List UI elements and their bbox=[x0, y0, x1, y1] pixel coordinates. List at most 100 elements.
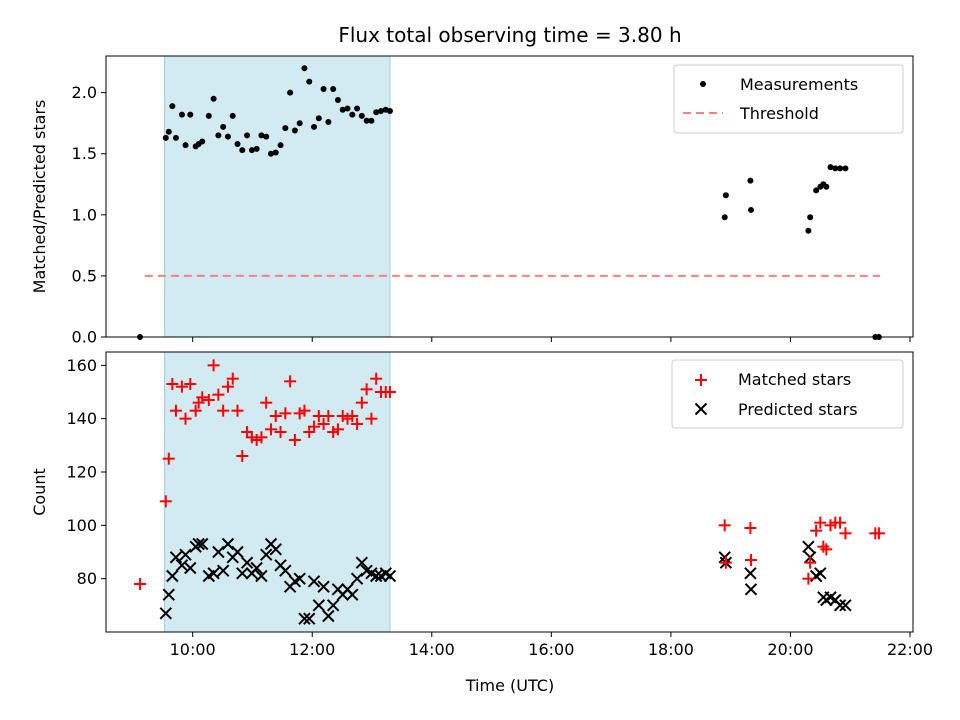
measurement-point bbox=[162, 134, 169, 141]
matched-stars-marker bbox=[804, 556, 817, 569]
matched-stars-marker bbox=[231, 404, 244, 417]
cross-b bbox=[718, 551, 731, 564]
matched-stars-marker bbox=[317, 418, 330, 430]
cross-b bbox=[839, 599, 852, 612]
matched-stars-marker bbox=[322, 410, 335, 422]
matched-stars-marker bbox=[255, 431, 268, 444]
measurement-point bbox=[842, 165, 849, 172]
matched-stars-marker bbox=[365, 412, 378, 425]
matched-stars-marker bbox=[166, 378, 179, 390]
cross-b bbox=[269, 543, 282, 556]
predicted-stars-marker bbox=[326, 599, 340, 612]
x-tick-label: 12:00 bbox=[289, 640, 335, 659]
cross-b bbox=[360, 564, 373, 577]
cross-b bbox=[169, 551, 183, 564]
cross-b bbox=[317, 580, 330, 593]
cross-b bbox=[293, 572, 306, 585]
x-tick-label: 16:00 bbox=[528, 640, 574, 659]
cross-b bbox=[322, 609, 335, 623]
measurement-point bbox=[282, 125, 289, 132]
cross-b bbox=[179, 548, 192, 561]
y-tick-label: 160 bbox=[66, 356, 97, 375]
cross-b bbox=[184, 561, 197, 575]
y-tick-label: 1.0 bbox=[72, 205, 97, 224]
cross-b bbox=[383, 569, 397, 583]
top-panel: 0.0 0.5 1.0 1.5 2.0 Matched/Predicted stars Me… bbox=[30, 55, 914, 347]
matched-stars-marker bbox=[221, 380, 234, 393]
cross-b bbox=[744, 583, 758, 596]
measurement-point bbox=[334, 96, 341, 103]
measurement-point bbox=[199, 138, 206, 145]
predicted-stars-marker bbox=[317, 580, 330, 593]
measurement-point bbox=[301, 65, 308, 72]
axes-frame bbox=[105, 351, 914, 633]
cross-b bbox=[355, 556, 369, 569]
predicted-stars-marker bbox=[231, 545, 244, 559]
matched-stars-marker bbox=[184, 378, 197, 390]
predicted-stars-marker bbox=[255, 569, 268, 583]
matched-stars-marker bbox=[217, 404, 230, 417]
cross-b bbox=[162, 588, 175, 601]
cross-b bbox=[379, 567, 392, 580]
measurement-point bbox=[272, 149, 279, 156]
cross-b bbox=[166, 569, 179, 583]
matched-stars-marker bbox=[370, 372, 383, 385]
x-tick-label: 10:00 bbox=[170, 640, 216, 659]
measurement-point bbox=[315, 115, 322, 122]
matched-stars-marker bbox=[718, 519, 731, 532]
axes-frame bbox=[105, 55, 914, 338]
measurement-point bbox=[172, 134, 179, 141]
measurement-point bbox=[805, 227, 812, 234]
measurement-point bbox=[248, 147, 255, 154]
matched-stars-marker bbox=[834, 516, 847, 529]
measurement-point bbox=[169, 103, 176, 110]
matched-stars-marker bbox=[331, 423, 344, 436]
matched-stars-marker bbox=[175, 380, 188, 393]
measurement-point bbox=[229, 112, 236, 119]
matched-stars-marker bbox=[298, 404, 311, 417]
measurement-point bbox=[320, 85, 327, 92]
predicted-stars-marker bbox=[279, 564, 292, 577]
matched-stars-marker bbox=[744, 522, 757, 534]
predicted-stars-marker bbox=[221, 537, 235, 551]
measurement-point bbox=[296, 120, 303, 127]
matched-stars-marker bbox=[274, 426, 287, 438]
cross-b bbox=[212, 545, 225, 559]
matched-stars-marker bbox=[355, 396, 368, 409]
predicted-stars-marker bbox=[346, 588, 359, 601]
predicted-stars-marker bbox=[298, 612, 311, 625]
cross-b bbox=[833, 599, 847, 612]
cross-b bbox=[824, 591, 837, 604]
matched-stars-marker bbox=[179, 412, 192, 425]
measurement-point bbox=[722, 192, 729, 199]
predicted-stars-marker bbox=[250, 561, 263, 575]
measurement-point bbox=[178, 111, 185, 118]
matched-stars-marker bbox=[212, 388, 225, 401]
legend-matched-label: Matched stars bbox=[738, 370, 851, 389]
matched-stars-marker bbox=[360, 383, 373, 396]
y-tick-label: 0.5 bbox=[72, 266, 97, 285]
matched-stars-marker bbox=[284, 375, 297, 388]
measurement-point bbox=[165, 128, 172, 135]
cross-b bbox=[240, 556, 254, 569]
matched-stars-marker bbox=[279, 407, 292, 420]
measurement-point bbox=[349, 111, 356, 118]
predicted-stars-marker bbox=[833, 599, 847, 612]
predicted-stars-marker bbox=[207, 567, 220, 580]
x-tick-label: 14:00 bbox=[409, 640, 455, 659]
matched-stars-marker bbox=[162, 452, 175, 465]
predicted-stars-marker bbox=[814, 567, 827, 580]
matched-stars-marker bbox=[260, 396, 273, 409]
matched-stars-marker bbox=[264, 423, 277, 436]
cross-b bbox=[192, 537, 205, 551]
matched-stars-marker bbox=[207, 359, 220, 372]
predicted-stars-marker bbox=[694, 402, 708, 416]
y-tick-label: 100 bbox=[66, 516, 97, 535]
y-tick-label: 0.0 bbox=[72, 328, 97, 347]
matched-stars-marker bbox=[134, 578, 147, 590]
y-tick-label: 120 bbox=[66, 463, 97, 482]
predicted-stars-marker bbox=[166, 569, 179, 583]
observing-interval-shade bbox=[164, 55, 391, 338]
cross-b bbox=[207, 567, 220, 580]
measurement-point bbox=[807, 214, 814, 221]
